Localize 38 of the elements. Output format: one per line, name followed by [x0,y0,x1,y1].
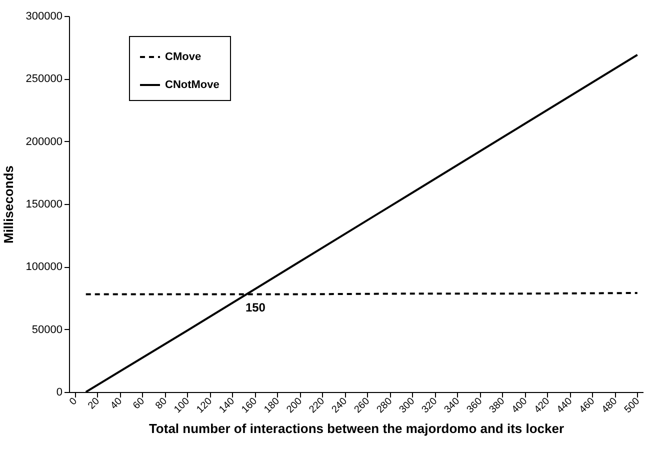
x-tick-label: 280 [374,396,395,416]
x-tick-label: 180 [262,396,282,416]
x-tick-label: 80 [154,396,170,412]
x-tick-label: 200 [284,396,305,416]
x-tick-label: 120 [194,396,215,416]
x-tick-label: 440 [555,396,575,416]
annotation: 150 [245,300,266,314]
x-axis-title: Total number of interactions between the majordomo and its locker [148,420,564,436]
y-tick-label: 150000 [26,198,62,210]
x-tick-label: 460 [578,396,598,416]
x-tick-label: 420 [532,396,552,416]
legend-label: CMove [165,51,202,63]
x-tick-label: 400 [510,396,530,416]
x-tick-label: 20 [86,396,102,412]
y-tick-label: 50000 [32,324,62,336]
x-tick-label: 260 [352,396,372,416]
x-tick-label: 360 [464,396,485,416]
x-tick-label: 60 [131,396,148,412]
x-tick-label: 40 [108,396,125,412]
x-tick-label: 0 [68,396,80,408]
x-tick-label: 480 [600,396,620,416]
x-tick-label: 220 [307,396,328,416]
x-tick-label: 380 [487,396,508,416]
y-tick-label: 200000 [26,136,62,148]
x-tick-label: 340 [442,396,462,416]
y-tick-label: 100000 [26,261,62,274]
x-tick-label: 240 [330,396,350,416]
y-tick-label: 300000 [26,10,62,22]
legend-label: CNotMove [165,79,220,91]
x-tick-label: 300 [397,396,418,416]
y-tick-label: 250000 [26,73,62,86]
x-tick-label: 500 [622,396,642,416]
y-tick-label: 0 [56,386,62,398]
x-tick-label: 140 [217,396,238,416]
y-axis-title: Milliseconds [0,165,16,244]
x-tick-label: 320 [420,396,440,416]
x-tick-label: 100 [172,396,192,416]
x-tick-label: 160 [240,396,260,416]
